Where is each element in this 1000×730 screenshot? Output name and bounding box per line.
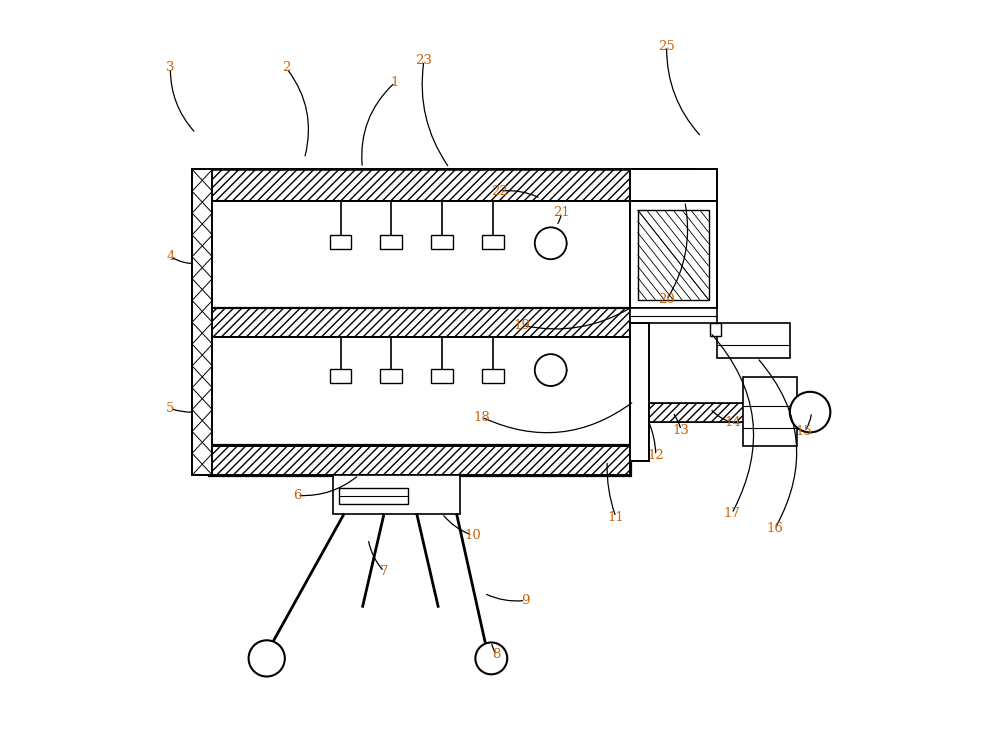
Circle shape <box>475 642 507 675</box>
Bar <box>209 445 631 476</box>
Text: 21: 21 <box>553 207 570 220</box>
Bar <box>482 234 504 249</box>
Bar <box>638 210 709 300</box>
Bar <box>630 169 717 201</box>
Text: 16: 16 <box>767 521 784 534</box>
Text: 18: 18 <box>474 411 490 423</box>
Text: 7: 7 <box>380 565 388 578</box>
Bar <box>649 404 786 421</box>
Bar <box>339 488 408 504</box>
Bar <box>743 377 797 446</box>
Text: 15: 15 <box>796 425 813 438</box>
Bar <box>210 169 692 201</box>
Bar <box>649 404 786 421</box>
Bar <box>210 309 630 337</box>
Bar <box>630 323 649 461</box>
Bar <box>330 234 351 249</box>
Text: 23: 23 <box>415 54 432 67</box>
Circle shape <box>535 227 567 259</box>
Circle shape <box>535 354 567 386</box>
Text: 1: 1 <box>391 76 399 89</box>
Bar <box>192 169 212 475</box>
Text: 17: 17 <box>723 507 740 520</box>
Circle shape <box>249 640 285 677</box>
Bar <box>431 369 453 383</box>
Bar <box>209 308 631 338</box>
Text: 5: 5 <box>166 402 175 415</box>
Circle shape <box>790 392 830 432</box>
Bar <box>210 446 630 475</box>
Bar <box>333 475 460 513</box>
Bar <box>482 369 504 383</box>
Text: 10: 10 <box>464 529 481 542</box>
Text: 6: 6 <box>293 489 301 502</box>
Text: 19: 19 <box>513 319 530 331</box>
Bar <box>710 323 721 336</box>
Bar <box>210 169 692 201</box>
Text: 4: 4 <box>166 250 175 263</box>
Bar <box>210 201 630 309</box>
Text: 2: 2 <box>282 61 290 74</box>
Bar <box>380 369 402 383</box>
Bar <box>630 201 717 309</box>
Bar <box>630 309 717 323</box>
Text: 22: 22 <box>492 185 508 198</box>
Bar <box>330 369 351 383</box>
Bar <box>431 234 453 249</box>
Text: 14: 14 <box>725 416 742 429</box>
Text: 8: 8 <box>492 648 501 661</box>
Bar <box>210 446 630 475</box>
Text: 25: 25 <box>658 39 675 53</box>
Bar <box>717 323 790 358</box>
Text: 11: 11 <box>608 510 624 523</box>
Text: 20: 20 <box>658 293 675 307</box>
Bar <box>380 234 402 249</box>
Text: 13: 13 <box>673 423 690 437</box>
Bar <box>210 337 630 475</box>
Text: 3: 3 <box>166 61 175 74</box>
Text: 9: 9 <box>521 594 530 607</box>
Text: 12: 12 <box>647 449 664 462</box>
Bar <box>209 169 693 202</box>
Bar <box>210 309 630 337</box>
